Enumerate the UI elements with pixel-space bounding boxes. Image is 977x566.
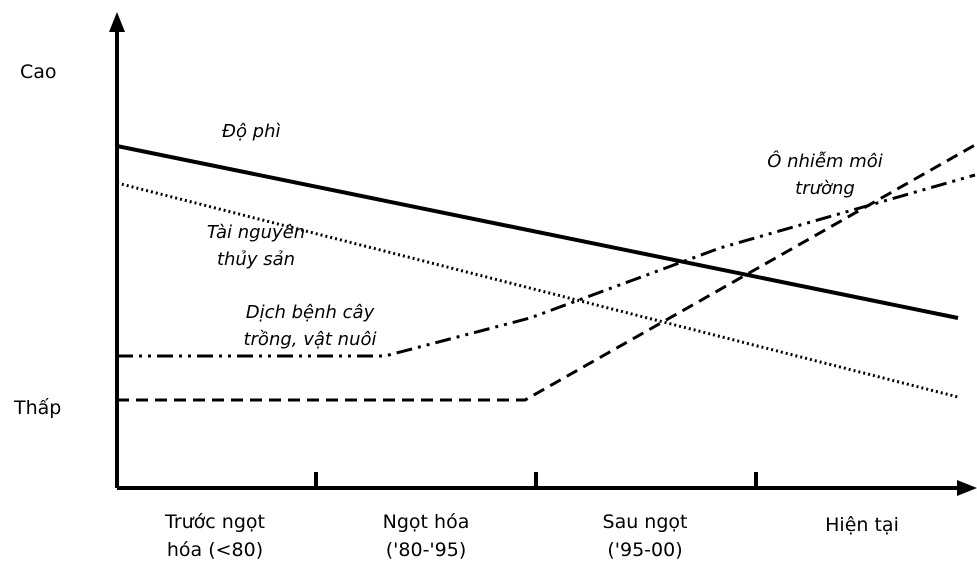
line-label: Ô nhiễm môi [767,150,883,172]
y-arrow [109,12,125,32]
x-label: Ngọt hóa [383,511,470,533]
x-arrow [957,480,977,496]
line-label: trường [795,178,855,199]
fertility-line [116,144,959,320]
x-label: Hiện tại [825,514,899,536]
aquatic-resource-line [116,181,959,399]
y-label: Thấp [13,397,61,419]
line-label: thủy sản [217,249,295,270]
x-label: Sau ngọt [603,511,688,533]
x-label: Trước ngọt [164,511,265,533]
line-label: Độ phì [222,121,281,142]
x-label: ('80-'95) [386,539,466,561]
x-label: ('95-00) [607,539,682,561]
line-label: Dịch bệnh cây [246,302,375,323]
pollution-line [117,143,976,402]
line-label: trồng, vật nuôi [243,329,376,350]
line-label: Tài nguyên [207,222,305,243]
x-label: hóa (<80) [167,539,263,561]
y-label: Cao [20,61,57,83]
